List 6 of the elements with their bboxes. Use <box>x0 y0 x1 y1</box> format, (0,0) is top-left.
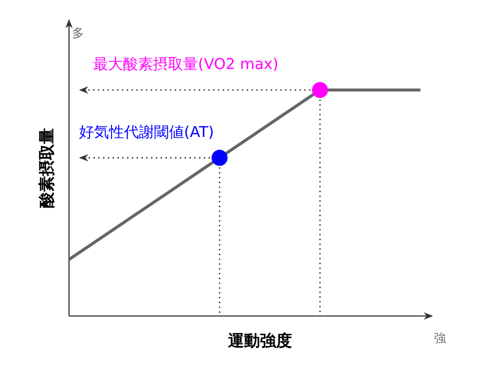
y-axis-title: 酸素摂取量 <box>37 128 56 208</box>
annotation: 好気性代謝閾値(AT) <box>79 122 214 141</box>
x-axis-title: 運動強度 <box>227 331 292 350</box>
text: 強 <box>434 331 446 345</box>
text: 最大酸素摂取量(VO2 max) <box>93 55 279 73</box>
text: 多 <box>72 26 84 40</box>
